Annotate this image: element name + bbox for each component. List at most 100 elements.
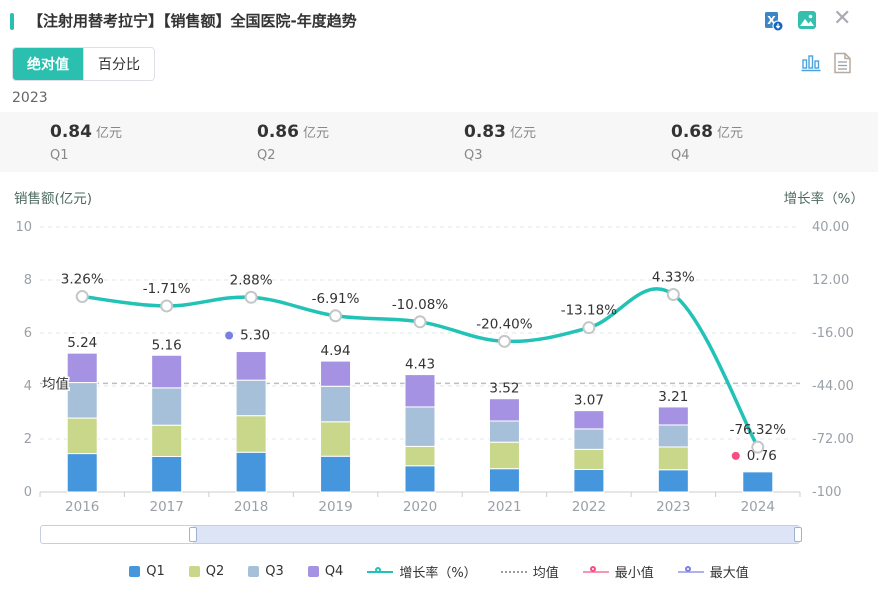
q4-value: 0.68	[671, 122, 713, 142]
growth-rate-marker	[666, 288, 680, 302]
q1-unit: 亿元	[95, 126, 122, 141]
legend-ring-marker	[582, 565, 609, 578]
period-year-label: 2023	[12, 90, 48, 106]
growth-rate-marker	[413, 315, 427, 329]
growth-rate-label: 3.26%	[61, 272, 104, 288]
bar-segment-q3[interactable]	[320, 385, 352, 423]
right-axis-tick: -72.00	[812, 432, 854, 447]
bar-segment-q1[interactable]	[404, 465, 436, 493]
bar-total-label: 3.52	[489, 381, 519, 397]
growth-rate-label: -6.91%	[312, 291, 360, 307]
right-axis-tick: -44.00	[812, 379, 854, 394]
left-axis-tick: 8	[24, 273, 32, 288]
legend-dashed-marker	[500, 570, 527, 573]
bar-segment-q3[interactable]	[573, 428, 605, 450]
growth-rate-label: -10.08%	[392, 297, 449, 313]
close-icon[interactable]: ✕	[833, 6, 852, 31]
legend-square-marker	[307, 566, 319, 577]
tab-percentage[interactable]: 百分比	[83, 48, 154, 80]
q3-label: Q3	[464, 148, 483, 163]
tab-absolute-value[interactable]: 绝对值	[13, 48, 83, 80]
bar-segment-q4[interactable]	[573, 410, 605, 430]
legend-ring-marker	[677, 565, 704, 578]
bar-segment-q3[interactable]	[657, 424, 689, 448]
bar-segment-q4[interactable]	[151, 354, 183, 389]
page-title: 【注射用替考拉宁】【销售额】全国医院-年度趋势	[28, 12, 357, 30]
bar-segment-q4[interactable]	[657, 406, 689, 426]
q3-value: 0.83	[464, 122, 506, 142]
datazoom-right-handle[interactable]	[794, 527, 802, 542]
bar-segment-q1[interactable]	[573, 468, 605, 493]
quarter-summary-band: 0.84 亿元 Q1 0.86 亿元 Q2 0.83 亿元 Q3 0.68 亿元 Q4	[0, 112, 878, 172]
legend-item-[interactable]: 最大值	[677, 562, 749, 581]
bar-segment-q3[interactable]	[66, 382, 98, 419]
bar-segment-q2[interactable]	[657, 446, 689, 471]
growth-rate-marker	[244, 290, 258, 304]
bar-segment-q4[interactable]	[66, 352, 98, 384]
datazoom-left-handle[interactable]	[188, 527, 197, 542]
legend-item-q3[interactable]: Q3	[248, 564, 284, 579]
left-axis-tick: 0	[24, 485, 32, 500]
bar-segment-q2[interactable]	[235, 415, 267, 453]
bar-segment-q2[interactable]	[404, 445, 436, 467]
bar-segment-q2[interactable]	[573, 448, 605, 470]
legend-label: Q4	[324, 564, 344, 579]
legend-item-q2[interactable]: Q2	[188, 564, 225, 579]
growth-rate-label: -1.71%	[143, 281, 191, 297]
growth-rate-label: -76.32%	[730, 422, 787, 438]
x-axis-label: 2019	[318, 499, 352, 515]
right-axis-tick: 40.00	[812, 220, 849, 235]
legend-label: Q2	[205, 564, 225, 579]
image-export-icon[interactable]	[797, 10, 817, 34]
growth-rate-marker	[497, 334, 511, 348]
left-axis-title: 销售额(亿元)	[14, 191, 92, 207]
title-accent-bar	[10, 13, 14, 30]
right-axis-tick: -100	[812, 485, 842, 500]
datazoom-selected-range[interactable]	[192, 526, 799, 543]
legend-item-q1[interactable]: Q1	[129, 564, 165, 579]
growth-rate-marker	[751, 440, 765, 454]
bar-segment-q4[interactable]	[320, 360, 352, 387]
legend-item-[interactable]: 均值	[500, 562, 559, 581]
legend-square-marker	[129, 566, 141, 577]
bar-chart-view-icon[interactable]	[800, 52, 822, 76]
bar-segment-q1[interactable]	[151, 455, 183, 493]
left-axis-tick: 10	[15, 220, 32, 235]
bar-segment-q1[interactable]	[488, 468, 520, 493]
bar-segment-q1[interactable]	[742, 471, 774, 493]
x-axis-label: 2024	[741, 499, 775, 515]
excel-export-icon[interactable]: X	[762, 10, 784, 36]
legend-line-marker	[367, 566, 394, 578]
bar-segment-q3[interactable]	[488, 420, 520, 443]
bar-segment-q1[interactable]	[320, 455, 352, 493]
bar-segment-q4[interactable]	[235, 351, 267, 381]
bar-segment-q4[interactable]	[404, 374, 436, 408]
bar-segment-q2[interactable]	[320, 421, 352, 457]
right-axis-tick: -16.00	[812, 326, 854, 341]
legend-label: 增长率（%）	[399, 566, 477, 581]
bar-segment-q4[interactable]	[488, 398, 520, 422]
bar-segment-q1[interactable]	[235, 451, 267, 493]
table-view-icon[interactable]	[833, 52, 852, 78]
bar-segment-q2[interactable]	[488, 441, 520, 470]
legend-item-q4[interactable]: Q4	[307, 564, 344, 579]
datazoom-slider[interactable]	[40, 525, 802, 544]
bar-segment-q1[interactable]	[657, 469, 689, 493]
bar-segment-q3[interactable]	[235, 379, 267, 417]
legend-item-[interactable]: 增长率（%）	[367, 562, 477, 581]
bar-segment-q2[interactable]	[151, 424, 183, 457]
trend-chart[interactable]: 销售额(亿元) 增长率（%） 10 8 6 4 2 0 40.00 12.00 -16.00 -44.…	[0, 185, 878, 520]
left-axis-tick: 4	[24, 379, 32, 394]
bar-segment-q2[interactable]	[66, 417, 98, 455]
right-axis-tick: 12.00	[812, 273, 849, 288]
bar-segment-q3[interactable]	[404, 406, 436, 447]
bar-segment-q1[interactable]	[66, 453, 98, 493]
legend-item-[interactable]: 最小值	[582, 562, 654, 581]
x-axis-label: 2020	[403, 499, 437, 515]
bar-total-label: 5.16	[152, 337, 182, 353]
bar-segment-q3[interactable]	[151, 387, 183, 426]
legend-square-marker	[248, 566, 260, 577]
q1-label: Q1	[50, 148, 69, 163]
left-axis-tick: 2	[24, 432, 32, 447]
